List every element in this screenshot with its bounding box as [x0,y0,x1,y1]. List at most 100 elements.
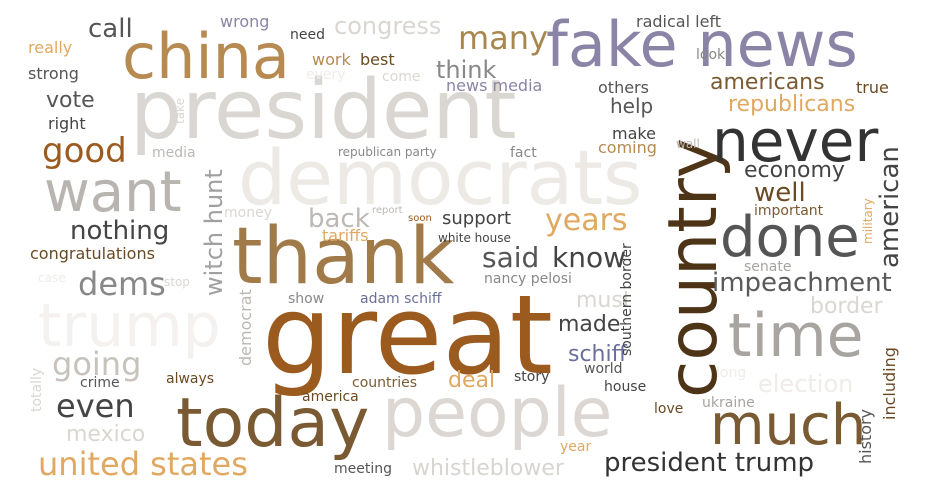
word-others: others [598,78,649,97]
word-made: made [558,312,621,337]
word-world: world [584,361,623,377]
word-adam-schiff: adam schiff [360,291,442,307]
word-thank: thank [232,212,455,302]
word-china: china [122,20,290,93]
word-united-states: united states [38,445,248,483]
word-mexico: mexico [66,422,146,447]
word-think: think [436,56,497,84]
word-fact: fact [510,145,537,161]
word-work: work [312,50,351,69]
word-congratulations: congratulations [30,244,155,263]
word-history: history [856,408,875,464]
word-economy: economy [744,158,845,183]
word-election: election [758,370,854,398]
word-radical-left: radical left [636,12,722,31]
word-help: help [610,94,654,118]
word-right: right [48,114,86,133]
word-important: important [754,203,824,219]
word-never: never [712,107,879,175]
word-look: look [696,47,726,63]
word-know: know [552,241,626,274]
word-story: story [514,369,550,385]
word-back: back [308,204,370,234]
word-white-house: white house [438,231,511,245]
word-democrat: democrat [236,289,255,366]
word-impeachment: impeachment [712,268,892,298]
word-schiff: schiff [568,342,627,367]
word-said: said [482,241,540,274]
word-coming: coming [598,138,657,157]
word-report: report [372,205,403,216]
word-senate: senate [744,259,792,275]
word-time: time [728,301,864,371]
word-take: take [173,98,187,124]
word-border: border [810,294,883,319]
word-wrong: wrong [220,12,270,31]
word-american: american [875,146,905,268]
word-congress: congress [334,12,442,40]
word-going: going [52,345,142,383]
word-people: people [382,374,613,453]
word-vote: vote [46,88,95,113]
word-witch-hunt: witch hunt [200,169,228,296]
word-great: great [262,271,553,399]
word-democrats: democrats [238,133,643,222]
word-president: president [130,63,517,158]
word-fake-news: fake news [546,8,858,81]
word-well: well [754,178,806,208]
word-must: must [576,288,632,313]
word-america: america [302,389,359,405]
word-news-media: news media [446,76,543,95]
word-long: long [716,365,747,381]
word-support: support [442,208,512,229]
word-call: call [88,14,133,44]
word-make: make [612,124,656,143]
word-republican-party: republican party [338,145,437,159]
word-republicans: republicans [728,92,856,117]
word-always: always [166,371,215,387]
word-really: really [28,38,73,57]
word-crime: crime [80,375,120,391]
word-deal: deal [448,368,496,393]
word-want: want [44,160,182,225]
word-even: even [56,387,135,425]
word-come: come [382,69,421,85]
word-wall: wall [676,137,700,151]
word-tariffs: tariffs [322,226,369,245]
word-need: need [290,27,325,43]
word-money: money [224,205,272,221]
word-today: today [176,384,370,463]
word-true: true [856,78,889,97]
word-totally: totally [29,367,45,412]
word-years: years [545,203,628,238]
word-meeting: meeting [334,461,393,477]
word-soon: soon [408,213,432,224]
word-ukraine: ukraine [702,395,755,411]
word-much: much [710,393,867,458]
word-military: military [861,198,875,244]
word-year: year [560,439,592,455]
word-whistleblower: whistleblower [412,456,564,481]
word-media: media [152,145,196,161]
word-stop: stop [164,275,190,289]
word-including: including [880,347,899,420]
word-best: best [360,50,395,69]
word-dems: dems [78,265,166,303]
word-strong: strong [28,64,79,83]
word-nothing: nothing [70,216,170,246]
word-done: done [720,205,860,270]
word-case: case [38,271,66,285]
word-southern-border: southern border [619,243,635,356]
word-nancy-pelosi: nancy pelosi [484,271,572,287]
word-show: show [288,291,325,307]
word-president-trump: president trump [604,448,815,478]
word-americans: americans [710,70,825,95]
word-house: house [604,379,647,395]
word-good: good [42,131,127,171]
word-every: every [306,67,346,83]
word-countries: countries [352,375,418,391]
word-love: love [654,401,684,417]
word-many: many [458,19,548,57]
word-trump: trump [38,291,221,361]
